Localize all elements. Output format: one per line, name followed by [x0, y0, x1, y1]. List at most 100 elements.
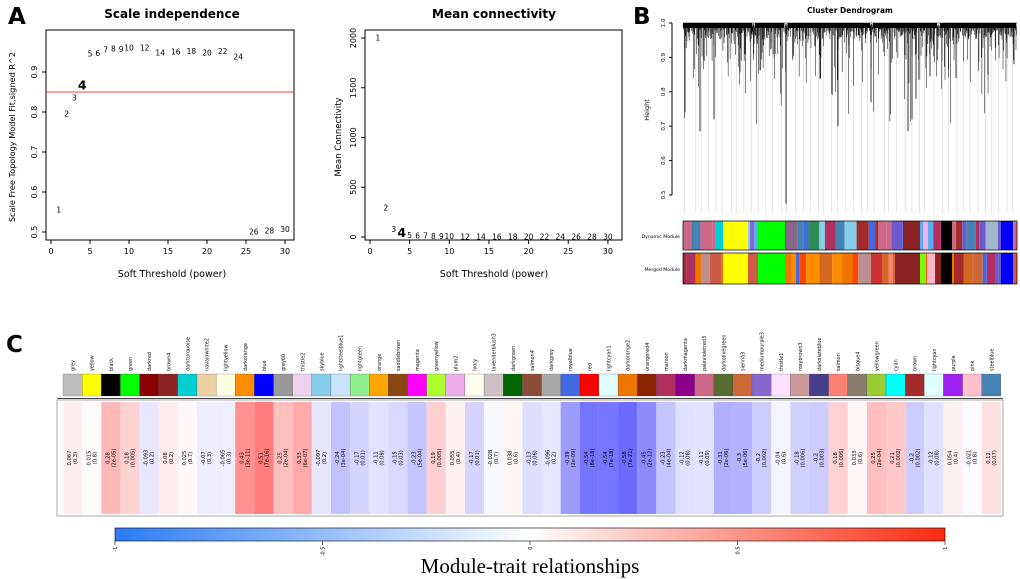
module-trait-heatmap: grey 0.067(0.3) yellow 0.015(0.8) black 0.28(…	[56, 332, 1004, 556]
merged-module-band-segment	[972, 253, 983, 284]
merged-module-band-segment	[982, 253, 987, 284]
plot-box	[364, 29, 623, 241]
module-label: black	[109, 358, 115, 371]
scale-independence-xlabel: Soft Threshold (power)	[118, 269, 226, 280]
module-swatch	[885, 373, 906, 397]
heatmap-cell	[158, 402, 178, 514]
y-tick-label: 1000	[349, 127, 358, 147]
module-swatch	[943, 373, 963, 397]
heatmap-cell-value: 0.067(0.3)	[67, 451, 79, 466]
module-label: grey60	[281, 354, 287, 371]
merged-module-band-segment	[882, 253, 889, 284]
module-label: darkorange	[243, 343, 249, 371]
merged-module-band-segment	[1009, 253, 1017, 284]
module-label: sienna3	[740, 352, 746, 371]
module-swatch	[254, 373, 274, 397]
power-point-label: 1	[376, 34, 381, 43]
x-tick-label: 25	[241, 247, 251, 256]
merged-module-band-block	[758, 253, 785, 284]
module-swatch	[503, 373, 523, 397]
heatmap-cell	[560, 402, 580, 514]
power-point-label: 24	[233, 52, 243, 61]
heatmap-cell	[809, 402, 829, 514]
merged-module-band-segment	[953, 253, 964, 284]
power-point-label: 16	[492, 232, 502, 241]
module-swatch	[560, 373, 580, 397]
module-swatch	[273, 373, 293, 397]
heatmap-cell	[752, 402, 772, 514]
x-tick-label: 15	[163, 247, 173, 256]
dynamic-module-band-segment	[797, 221, 804, 250]
heatmap-cell	[82, 402, 102, 514]
heatmap-cell-value: -0.2(0.002)	[909, 449, 921, 468]
heatmap-cell	[311, 402, 331, 514]
module-swatch	[101, 373, 121, 397]
dynamic-module-band-segment	[785, 221, 798, 250]
power-point-label: 2	[64, 110, 69, 119]
module-label: lightgreen	[358, 346, 364, 371]
merged-module-band-label: Merged Module	[645, 267, 681, 273]
module-swatch	[196, 373, 217, 397]
module-label: darkslateblue	[817, 338, 823, 371]
heatmap-cell	[943, 402, 963, 514]
power-point-label: 10	[445, 232, 455, 241]
selected-power-label: 4	[397, 225, 406, 240]
heatmap-cell	[962, 402, 982, 514]
dynamic-module-band-border	[682, 220, 1018, 251]
dynamic-module-band-segment	[754, 221, 761, 250]
heatmap-cell-value: 0.25(2e-04)	[871, 448, 883, 467]
y-tick-label: 0.6	[661, 156, 667, 165]
dynamic-module-band-segment	[975, 221, 980, 250]
x-tick-label: 5	[407, 247, 412, 256]
dynamic-module-band-segment	[962, 221, 967, 250]
module-label: navajowhite2	[205, 338, 211, 371]
module-label: royalblue	[568, 348, 574, 371]
merged-module-band-segment	[686, 253, 696, 284]
colorbar-tick-label: 1	[943, 547, 949, 550]
dendrogram-title: Cluster Dendrogram	[807, 6, 893, 15]
heatmap-cell-value: -0.096(0.2)	[546, 450, 558, 467]
heatmap-cell-value: -0.093(0.2)	[144, 450, 156, 467]
power-point-label: 12	[460, 232, 470, 241]
heatmap-cell	[464, 402, 485, 514]
heatmap-cell-value: -0.58(7e-21)	[622, 448, 634, 467]
heatmap-cell-value: -0.39(2e-09)	[565, 448, 577, 467]
merged-module-band-segment	[951, 253, 954, 284]
colorbar-tick-label: 0	[528, 547, 534, 550]
dynamic-module-band-segment	[749, 221, 755, 250]
module-swatch	[790, 373, 810, 397]
y-tick-label: 0.8	[30, 106, 39, 119]
module-label: lavenderblush3	[492, 333, 498, 371]
module-label: lightyellow	[224, 345, 230, 371]
heatmap-cell-value: -0.097(0.2)	[316, 450, 328, 467]
dynamic-module-band-segment	[856, 221, 869, 250]
power-point-label: 5	[88, 50, 93, 59]
merged-module-band-segment	[995, 253, 999, 284]
module-label: plum2	[453, 356, 459, 371]
power-point-label: 9	[439, 232, 444, 241]
merged-module-band-segment	[795, 253, 800, 284]
dynamic-module-band-segment	[715, 221, 725, 250]
module-swatch	[139, 373, 159, 397]
power-point-label: 6	[415, 231, 420, 240]
colorbar	[114, 527, 946, 542]
dynamic-module-band-segment	[1013, 221, 1017, 250]
dynamic-module-band-segment	[933, 221, 941, 250]
heatmap-cell	[637, 402, 657, 514]
power-point-label: 18	[187, 47, 197, 56]
merged-module-band-block	[723, 253, 748, 284]
heatmap-cell-value: -0.2(0.002)	[756, 449, 768, 468]
merged-module-band-segment	[799, 253, 807, 284]
heatmap-cell	[350, 402, 370, 514]
heatmap-cell	[579, 402, 599, 514]
heatmap-cell-value: -0.13(0.06)	[527, 450, 539, 466]
module-swatch	[215, 373, 236, 397]
heatmap-cell	[886, 402, 906, 514]
power-point-label: 14	[155, 48, 165, 57]
dendrogram-top-band	[683, 23, 752, 28]
heatmap-cell	[981, 402, 1001, 514]
merged-module-band-block	[1001, 253, 1013, 284]
module-label: yellowgreen	[874, 341, 880, 371]
